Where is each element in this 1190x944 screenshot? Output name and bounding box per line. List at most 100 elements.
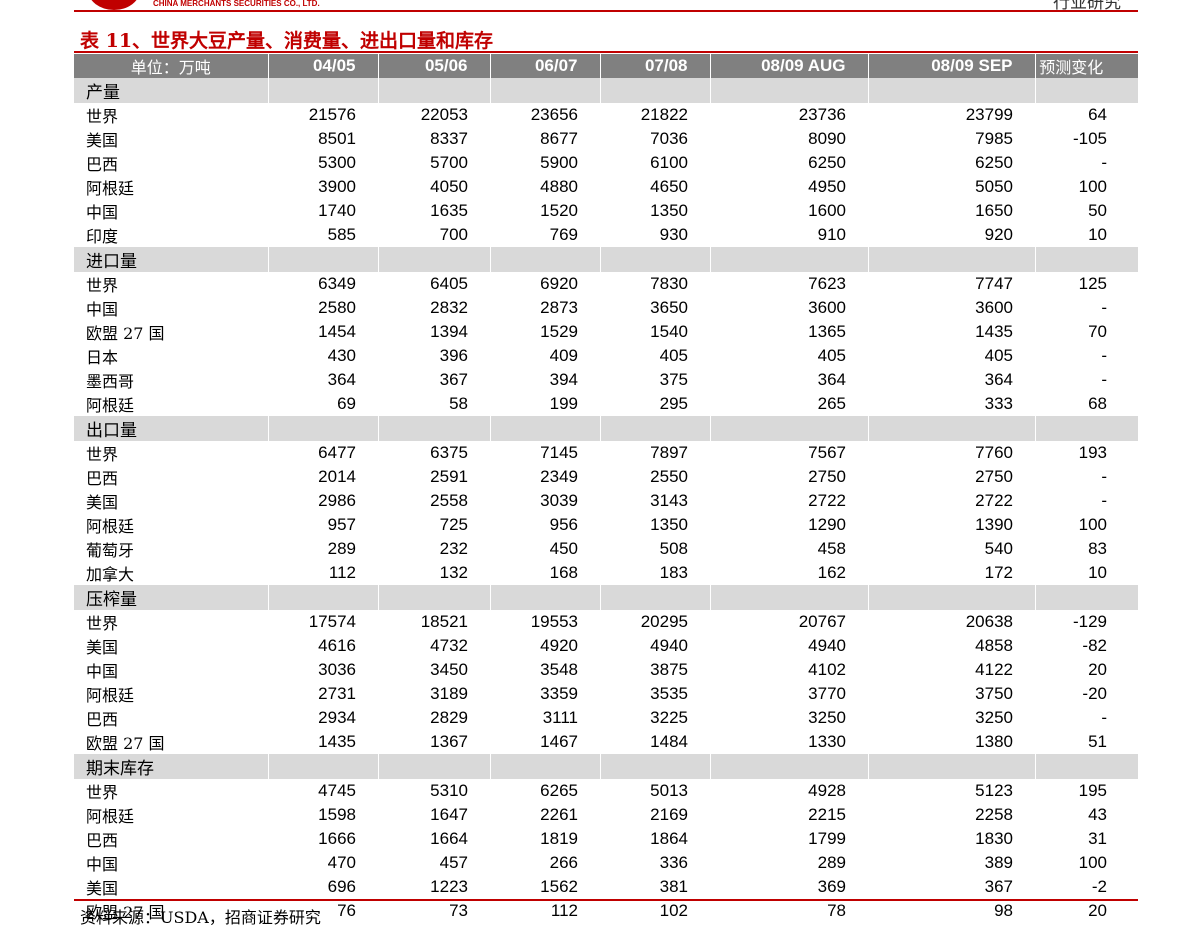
section-cell (267, 247, 378, 272)
cell: 7623 (808, 274, 846, 293)
cell: 132 (439, 563, 468, 582)
section-row: 压榨量 (74, 585, 1138, 610)
cell: 2873 (540, 298, 578, 317)
data-row: 阿根廷 2731 3189 3359 3535 3770 3750 -20 (74, 682, 1138, 706)
cell: 1819 (540, 829, 578, 848)
column-header: 07/08 (599, 54, 710, 78)
cell: 7985 (975, 129, 1013, 148)
cell: 68 (1088, 394, 1107, 413)
cell: 172 (984, 563, 1013, 582)
cell: 696 (327, 877, 356, 896)
cell: 125 (1078, 274, 1107, 293)
cell: 6405 (430, 274, 468, 293)
data-row: 日本 430 396 409 405 405 405 - (74, 344, 1138, 368)
cell: 2591 (430, 467, 468, 486)
data-row: 中国 470 457 266 336 289 389 100 (74, 851, 1138, 875)
section-cell (267, 78, 378, 103)
cell: 3143 (650, 491, 688, 510)
section-cell (709, 754, 868, 779)
cell: 394 (549, 370, 578, 389)
cell: 1435 (975, 322, 1013, 341)
section-cell (867, 78, 1035, 103)
row-label: 巴西 (86, 469, 119, 488)
cell: 83 (1088, 539, 1107, 558)
cell: 31 (1088, 829, 1107, 848)
cell: 5123 (975, 781, 1013, 800)
cell: 23656 (530, 105, 578, 124)
cell: 2169 (650, 805, 688, 824)
row-label: 巴西 (86, 155, 119, 174)
cell: 2750 (975, 467, 1013, 486)
section-cell (377, 585, 490, 610)
cell: 3189 (430, 684, 468, 703)
cell: 4880 (540, 177, 578, 196)
row-label: 阿根廷 (86, 396, 135, 415)
cell: 1635 (430, 201, 468, 220)
column-header: 06/07 (489, 54, 600, 78)
cell: 73 (449, 901, 468, 920)
cell: 112 (550, 901, 578, 920)
data-row: 葡萄牙 289 232 450 508 458 540 83 (74, 537, 1138, 561)
cell: 4102 (808, 660, 846, 679)
cell: 2722 (808, 491, 846, 510)
cell: 1454 (318, 322, 356, 341)
cell: 8090 (808, 129, 846, 148)
cell: 364 (984, 370, 1013, 389)
cell: 1740 (318, 201, 356, 220)
cell: 100 (1078, 177, 1107, 196)
cell: 700 (439, 225, 468, 244)
data-row: 美国 696 1223 1562 381 369 367 -2 (74, 875, 1138, 899)
cell: 10 (1088, 563, 1107, 582)
cell: 3548 (540, 660, 578, 679)
cell: 2829 (430, 708, 468, 727)
source-note: 资料来源：USDA，招商证券研究 (80, 908, 321, 927)
cell: -105 (1072, 129, 1107, 148)
cell: 3750 (975, 684, 1013, 703)
cell: 396 (439, 346, 468, 365)
cell: 6349 (318, 274, 356, 293)
cell: 1350 (650, 515, 688, 534)
section-cell (599, 78, 710, 103)
cell: 102 (659, 901, 688, 920)
cell: 725 (439, 515, 468, 534)
section-cell (489, 416, 600, 441)
row-label: 美国 (86, 493, 119, 512)
section-cell (867, 585, 1035, 610)
cell: 2832 (430, 298, 468, 317)
cell: -129 (1072, 612, 1107, 631)
cell: - (1101, 467, 1107, 486)
section-cell (377, 416, 490, 441)
row-label: 中国 (86, 855, 119, 874)
cell: 3535 (650, 684, 688, 703)
column-header: 预测变化 (1034, 54, 1138, 78)
cell: 5310 (430, 781, 468, 800)
cell: 1529 (540, 322, 578, 341)
cell: 364 (817, 370, 846, 389)
cell: 19553 (530, 612, 578, 631)
header-row: 单位：万吨 04/05 05/06 06/07 07/08 08/09 AUG 08/09 … (74, 54, 1138, 78)
section-cell (489, 78, 600, 103)
cell: 3900 (318, 177, 356, 196)
cell: 70 (1088, 322, 1107, 341)
section-cell (1034, 247, 1138, 272)
cell: 295 (659, 394, 688, 413)
data-row: 阿根廷 1598 1647 2261 2169 2215 2258 43 (74, 803, 1138, 827)
cell: 3250 (975, 708, 1013, 727)
cell: 195 (1078, 781, 1107, 800)
cell: 3250 (808, 708, 846, 727)
cell: 58 (449, 394, 468, 413)
row-label: 阿根廷 (86, 686, 135, 705)
cell: 5300 (318, 153, 356, 172)
row-label: 巴西 (86, 831, 119, 850)
data-row: 美国 2986 2558 3039 3143 2722 2722 - (74, 489, 1138, 513)
data-row: 美国 4616 4732 4920 4940 4940 4858 -82 (74, 634, 1138, 658)
column-header: 单位：万吨 (74, 54, 268, 78)
section-cell (377, 754, 490, 779)
cell: - (1101, 491, 1107, 510)
cell: 1600 (808, 201, 846, 220)
column-header: 05/06 (377, 54, 490, 78)
section-cell (377, 78, 490, 103)
section-cell (709, 416, 868, 441)
cell: 3650 (650, 298, 688, 317)
